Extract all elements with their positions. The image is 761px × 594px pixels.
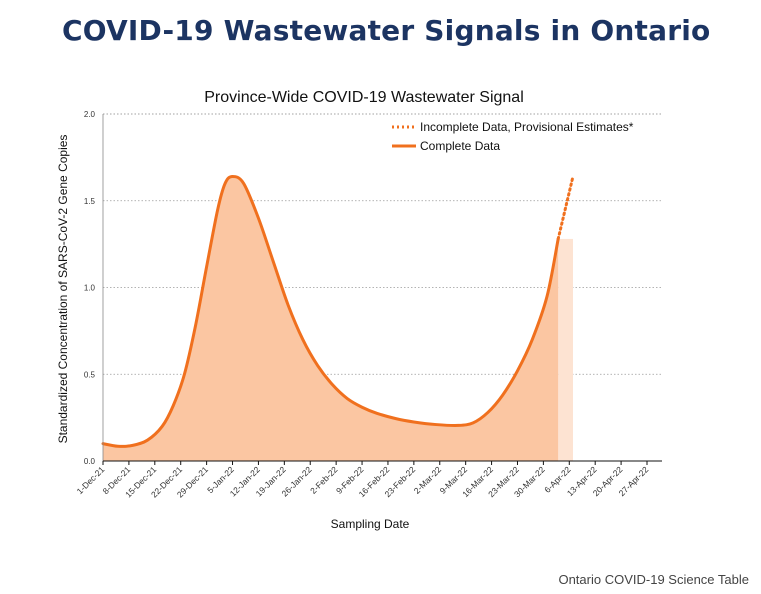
grid-lines xyxy=(103,113,662,375)
series-line-complete xyxy=(101,174,560,448)
legend: Incomplete Data, Provisional Estimates* … xyxy=(392,120,634,153)
series-lines xyxy=(101,174,575,448)
page-headline: COVID-19 Wastewater Signals in Ontario xyxy=(62,14,711,47)
y-tick-label: 1.5 xyxy=(84,197,96,206)
area-fills xyxy=(103,176,573,461)
y-tick-label: 0.5 xyxy=(84,370,96,379)
wastewater-chart: Province-Wide COVID-19 Wastewater Signal… xyxy=(56,89,662,531)
series-line-provisional xyxy=(556,174,575,241)
chart-title: Province-Wide COVID-19 Wastewater Signal xyxy=(204,89,524,106)
y-tick-label: 1.0 xyxy=(84,284,96,293)
y-tick-label: 2.0 xyxy=(84,110,96,119)
y-axis-label: Standardized Concentration of SARS-CoV-2… xyxy=(56,135,70,444)
legend-label-complete: Complete Data xyxy=(420,139,500,153)
legend-label-provisional: Incomplete Data, Provisional Estimates* xyxy=(420,120,634,134)
x-axis-label: Sampling Date xyxy=(331,517,410,531)
area-provisional xyxy=(558,238,573,461)
x-axis: 1-Dec-218-Dec-2115-Dec-2122-Dec-2129-Dec… xyxy=(75,461,651,499)
y-tick-label: 0.0 xyxy=(84,457,96,466)
area-complete xyxy=(103,176,559,461)
y-axis: 0.0 0.5 1.0 1.5 2.0 xyxy=(84,110,96,466)
source-credit: Ontario COVID-19 Science Table xyxy=(558,572,749,587)
